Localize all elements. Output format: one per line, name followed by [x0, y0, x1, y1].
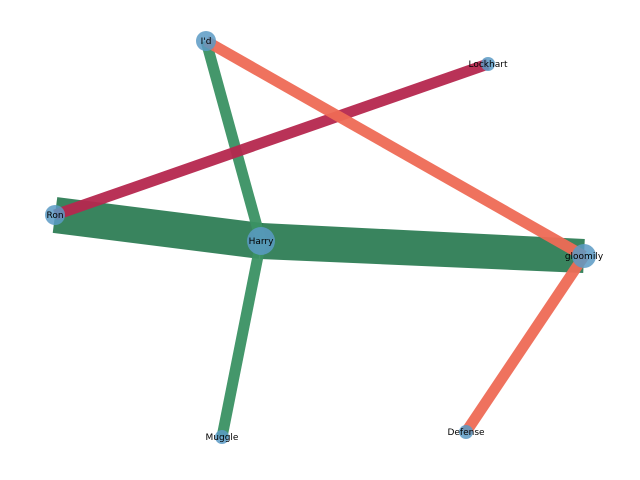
- node-label-id: I'd: [201, 37, 212, 47]
- node-lockhart: [481, 57, 495, 71]
- edge-ron-harry: [52, 197, 264, 259]
- node-defense: [459, 425, 473, 439]
- node-label-gloomily: gloomily: [565, 252, 604, 262]
- edge-ron-lockhart: [53, 58, 490, 221]
- edge-gloomily-defense: [461, 252, 589, 436]
- node-gloomily: [572, 244, 596, 268]
- node-label-ron: Ron: [46, 211, 63, 221]
- edge-id-gloomily: [203, 36, 587, 261]
- edge-id-harry: [200, 39, 267, 243]
- node-label-harry: Harry: [249, 237, 275, 247]
- edge-harry-muggle: [216, 239, 267, 439]
- node-ron: [45, 205, 65, 225]
- node-harry: [247, 227, 275, 255]
- node-id: [196, 31, 216, 51]
- edge-layer: [52, 36, 589, 439]
- edge-harry-gloomily: [260, 223, 585, 273]
- label-layer: Harry gloomily I'd Ron Lockhart Muggle Defense: [46, 37, 603, 443]
- node-label-defense: Defense: [447, 428, 485, 438]
- node-layer: [45, 31, 596, 444]
- node-muggle: [215, 430, 229, 444]
- node-label-muggle: Muggle: [206, 433, 239, 443]
- node-label-lockhart: Lockhart: [469, 60, 508, 70]
